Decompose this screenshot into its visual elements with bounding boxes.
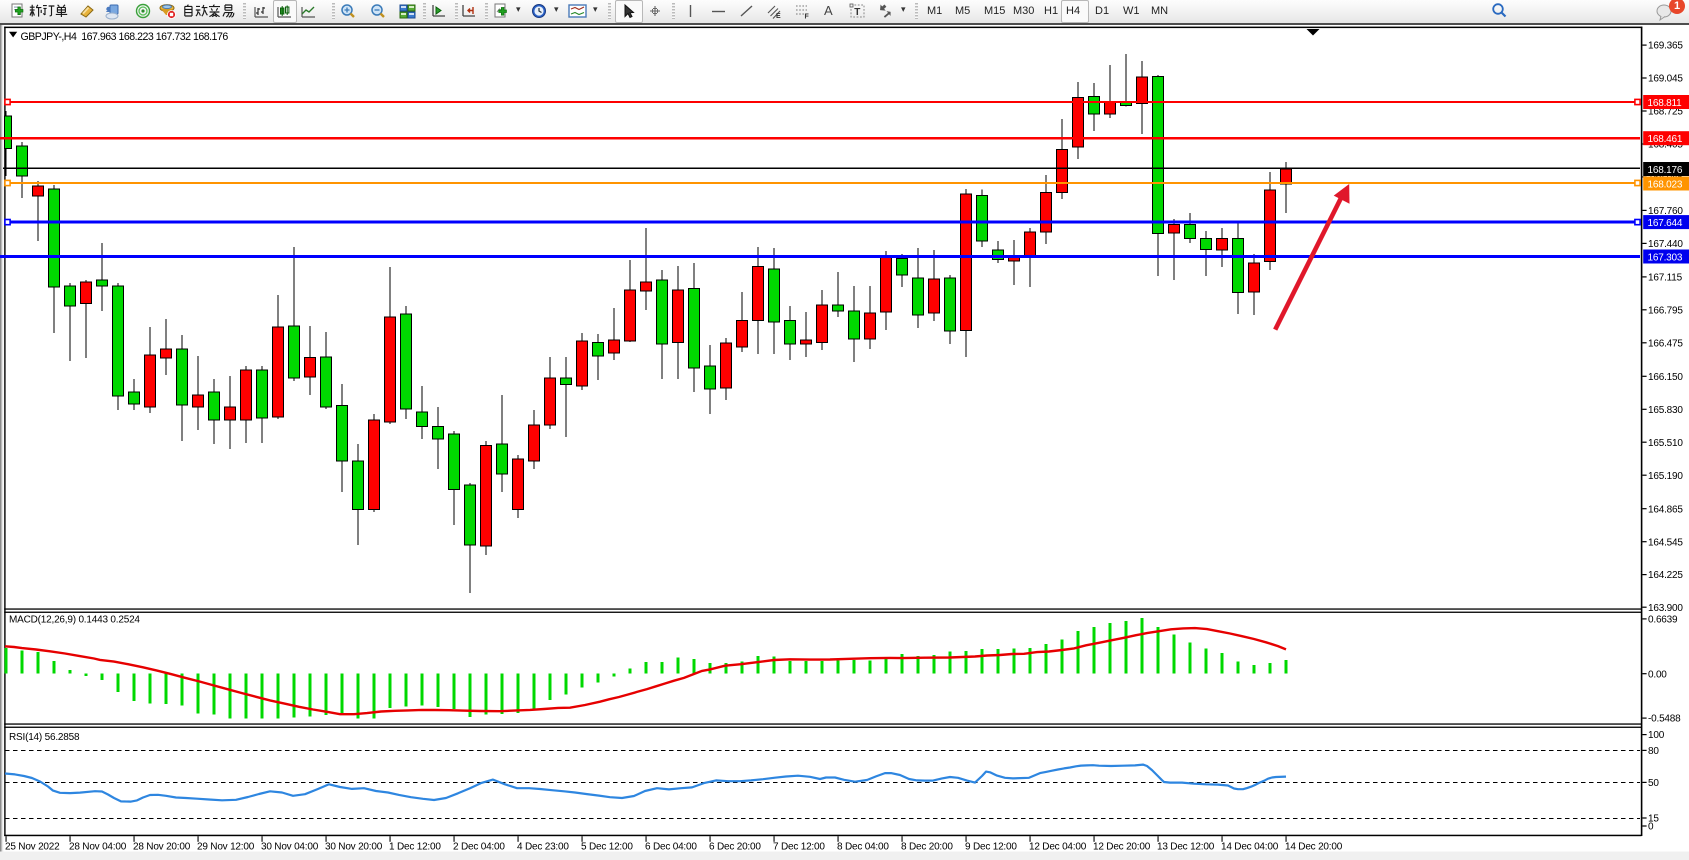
svg-text:168.461: 168.461 xyxy=(1648,134,1683,145)
svg-text:0.00: 0.00 xyxy=(1648,669,1667,680)
svg-text:167.644: 167.644 xyxy=(1648,218,1683,229)
svg-text:F: F xyxy=(805,14,810,21)
svg-text:166.150: 166.150 xyxy=(1648,372,1683,383)
svg-text:6 Dec 20:00: 6 Dec 20:00 xyxy=(709,842,761,853)
svg-text:168.811: 168.811 xyxy=(1648,98,1683,109)
svg-text:169.365: 169.365 xyxy=(1648,41,1683,52)
svg-text:0: 0 xyxy=(1648,822,1654,833)
svg-text:MACD(12,26,9) 0.1443 0.2524: MACD(12,26,9) 0.1443 0.2524 xyxy=(9,615,140,626)
svg-text:4 Dec 23:00: 4 Dec 23:00 xyxy=(517,842,569,853)
svg-text:166.475: 166.475 xyxy=(1648,338,1683,349)
svg-text:50: 50 xyxy=(1648,778,1659,789)
svg-text:14 Dec 04:00: 14 Dec 04:00 xyxy=(1221,842,1279,853)
svg-text:0.6639: 0.6639 xyxy=(1648,615,1678,626)
svg-text:12 Dec 04:00: 12 Dec 04:00 xyxy=(1029,842,1087,853)
svg-text:29 Nov 12:00: 29 Nov 12:00 xyxy=(197,842,255,853)
svg-text:RSI(14) 56.2858: RSI(14) 56.2858 xyxy=(9,732,80,743)
svg-text:163.900: 163.900 xyxy=(1648,603,1683,614)
svg-text:165.510: 165.510 xyxy=(1648,438,1683,449)
svg-text:30 Nov 04:00: 30 Nov 04:00 xyxy=(261,842,319,853)
svg-text:168.023: 168.023 xyxy=(1648,180,1683,191)
svg-text:168.176: 168.176 xyxy=(1648,165,1683,176)
svg-text:169.045: 169.045 xyxy=(1648,74,1683,85)
svg-text:15: 15 xyxy=(1648,814,1659,825)
svg-text:6 Dec 04:00: 6 Dec 04:00 xyxy=(645,842,697,853)
svg-text:28 Nov 20:00: 28 Nov 20:00 xyxy=(133,842,191,853)
svg-text:30 Nov 20:00: 30 Nov 20:00 xyxy=(325,842,383,853)
svg-text:14 Dec 20:00: 14 Dec 20:00 xyxy=(1285,842,1343,853)
svg-text:7 Dec 12:00: 7 Dec 12:00 xyxy=(773,842,825,853)
svg-text:9 Dec 12:00: 9 Dec 12:00 xyxy=(965,842,1017,853)
svg-text:167.303: 167.303 xyxy=(1648,253,1683,264)
svg-text:E: E xyxy=(776,13,781,20)
svg-text:25 Nov 2022: 25 Nov 2022 xyxy=(5,842,60,853)
svg-text:-0.5488: -0.5488 xyxy=(1648,714,1681,725)
svg-text:167.440: 167.440 xyxy=(1648,239,1683,250)
svg-text:100: 100 xyxy=(1648,730,1665,741)
svg-text:167.115: 167.115 xyxy=(1648,273,1683,284)
svg-text:166.795: 166.795 xyxy=(1648,305,1683,316)
svg-text:T: T xyxy=(854,7,860,18)
svg-text:1 Dec 12:00: 1 Dec 12:00 xyxy=(389,842,441,853)
svg-text:80: 80 xyxy=(1648,746,1659,757)
svg-text:167.760: 167.760 xyxy=(1648,206,1683,217)
svg-text:168.725: 168.725 xyxy=(1648,107,1683,118)
svg-text:165.830: 165.830 xyxy=(1648,405,1683,416)
svg-text:5 Dec 12:00: 5 Dec 12:00 xyxy=(581,842,633,853)
svg-text:165.190: 165.190 xyxy=(1648,471,1683,482)
svg-text:8 Dec 20:00: 8 Dec 20:00 xyxy=(901,842,953,853)
svg-text:2 Dec 04:00: 2 Dec 04:00 xyxy=(453,842,505,853)
svg-text:12 Dec 20:00: 12 Dec 20:00 xyxy=(1093,842,1151,853)
svg-text:13 Dec 12:00: 13 Dec 12:00 xyxy=(1157,842,1215,853)
svg-text:164.865: 164.865 xyxy=(1648,504,1683,515)
svg-text:164.545: 164.545 xyxy=(1648,537,1683,548)
svg-text:GBPJPY-,H4 167.963 168.223 16: GBPJPY-,H4 167.963 168.223 167.732 168.1… xyxy=(21,31,229,43)
svg-text:8 Dec 04:00: 8 Dec 04:00 xyxy=(837,842,889,853)
svg-text:164.225: 164.225 xyxy=(1648,570,1683,581)
svg-text:28 Nov 04:00: 28 Nov 04:00 xyxy=(69,842,127,853)
